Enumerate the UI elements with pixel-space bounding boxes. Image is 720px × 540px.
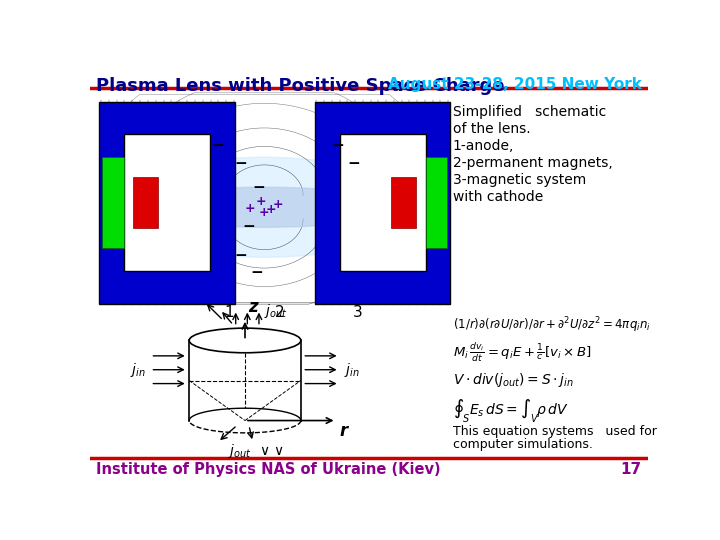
Text: $j_{out}$: $j_{out}$ xyxy=(264,302,288,320)
Bar xyxy=(133,177,158,228)
Text: −: − xyxy=(332,138,344,153)
Text: 17: 17 xyxy=(621,462,642,477)
Text: $M_i\,\frac{dv_i}{dt} = q_i E + \frac{1}{c}[v_i \times B]$: $M_i\,\frac{dv_i}{dt} = q_i E + \frac{1}… xyxy=(453,340,592,364)
Text: +: + xyxy=(259,206,270,219)
Text: r: r xyxy=(340,422,348,440)
Text: 1: 1 xyxy=(225,305,234,320)
Bar xyxy=(99,102,235,303)
Text: August 23-28, 2015 New York: August 23-28, 2015 New York xyxy=(388,77,642,92)
Text: −: − xyxy=(251,265,263,280)
Bar xyxy=(340,134,426,271)
Ellipse shape xyxy=(129,187,400,227)
Text: +: + xyxy=(273,198,284,211)
Text: 1-anode,: 1-anode, xyxy=(453,139,514,153)
Text: $j_{out}$: $j_{out}$ xyxy=(228,442,251,460)
Text: computer simulations.: computer simulations. xyxy=(453,438,593,451)
Text: −: − xyxy=(212,138,224,153)
Bar xyxy=(315,102,451,303)
Text: $\vee$: $\vee$ xyxy=(259,444,269,458)
Text: 3-magnetic system: 3-magnetic system xyxy=(453,173,586,187)
Text: $V \cdot div(j_{out}) = S \cdot j_{in}$: $V \cdot div(j_{out}) = S \cdot j_{in}$ xyxy=(453,372,574,389)
Text: $j_{in}$: $j_{in}$ xyxy=(130,361,146,379)
Text: +: + xyxy=(245,202,256,215)
Text: with cathode: with cathode xyxy=(453,190,543,204)
Text: 3: 3 xyxy=(353,305,362,320)
Text: $j_{in}$: $j_{in}$ xyxy=(344,361,360,379)
Text: Plasma Lens with Positive Space Charge: Plasma Lens with Positive Space Charge xyxy=(96,77,505,95)
Text: −: − xyxy=(347,156,360,171)
Text: Simplified   schematic: Simplified schematic xyxy=(453,105,606,119)
Text: of the lens.: of the lens. xyxy=(453,122,531,136)
Text: Institute of Physics NAS of Ukraine (Kiev): Institute of Physics NAS of Ukraine (Kie… xyxy=(96,462,441,477)
Text: −: − xyxy=(243,219,256,234)
Text: −: − xyxy=(235,248,248,264)
Text: This equation systems   used for: This equation systems used for xyxy=(453,425,657,438)
Text: 2: 2 xyxy=(275,305,284,320)
Text: +: + xyxy=(265,203,276,216)
Text: 2-permanent magnets,: 2-permanent magnets, xyxy=(453,156,613,170)
Ellipse shape xyxy=(109,157,419,257)
Text: $(1/r)\partial(r\partial U/\partial r)/\partial r + \partial^2 U/\partial z^2 = : $(1/r)\partial(r\partial U/\partial r)/\… xyxy=(453,315,651,335)
Bar xyxy=(426,157,447,248)
Bar xyxy=(102,157,124,248)
Text: z: z xyxy=(248,298,258,316)
Text: −: − xyxy=(235,156,248,171)
Text: $\oint_S E_s\,dS = \int_V \rho\,dV$: $\oint_S E_s\,dS = \int_V \rho\,dV$ xyxy=(453,397,569,424)
Text: +: + xyxy=(255,195,266,208)
Bar xyxy=(124,134,210,271)
Text: −: − xyxy=(253,180,266,195)
Text: $\vee$: $\vee$ xyxy=(273,444,283,458)
Bar xyxy=(392,177,416,228)
